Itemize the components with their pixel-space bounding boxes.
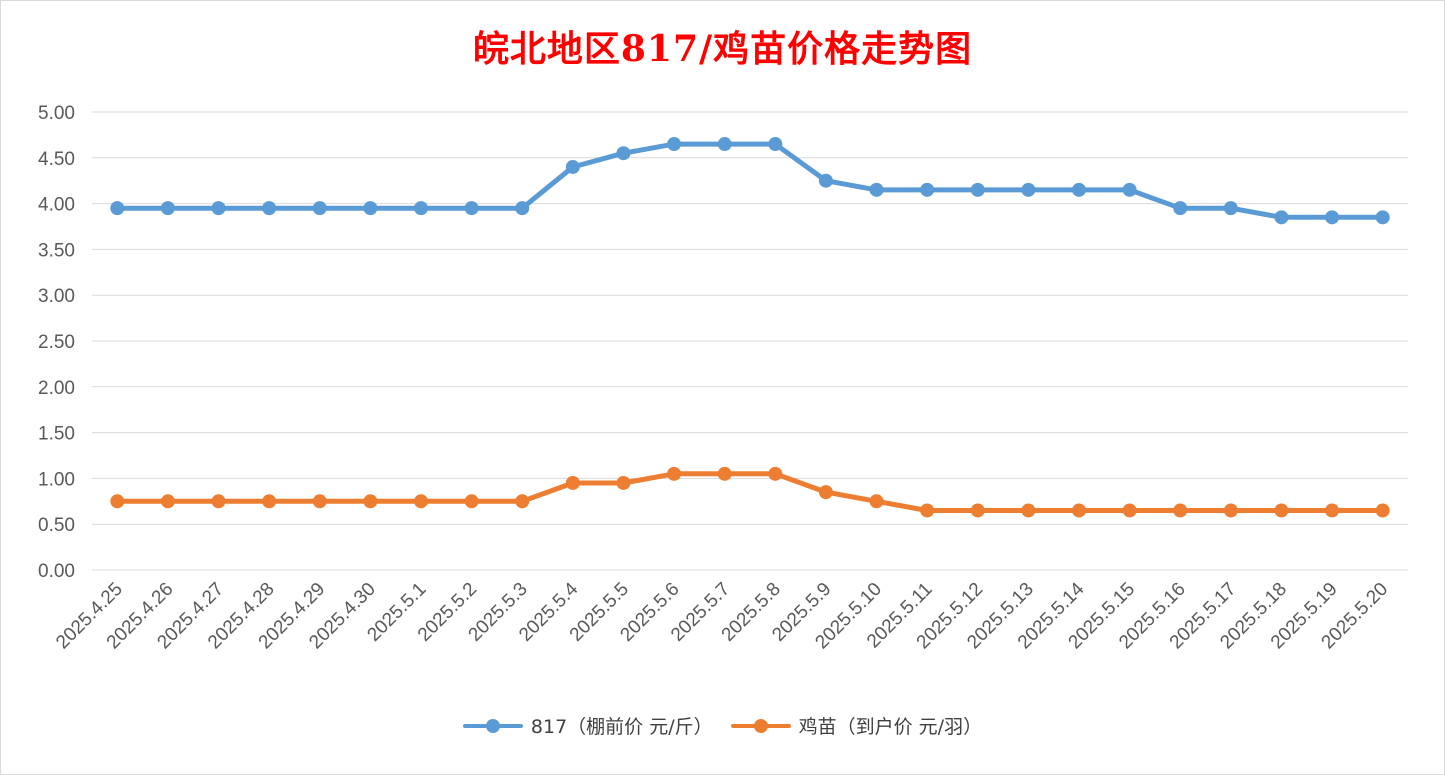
data-point-series-2 bbox=[970, 503, 985, 518]
y-tick-label: 0.00 bbox=[38, 561, 75, 582]
gridlines bbox=[92, 111, 1408, 571]
data-point-series-1 bbox=[717, 137, 732, 152]
data-point-series-2 bbox=[1021, 503, 1036, 518]
data-point-series-2 bbox=[667, 466, 682, 481]
data-point-series-1 bbox=[464, 201, 479, 216]
y-tick-label: 1.50 bbox=[38, 424, 75, 445]
legend-swatch-series-2 bbox=[730, 716, 791, 736]
data-point-series-2 bbox=[262, 494, 277, 509]
data-point-series-1 bbox=[1122, 182, 1137, 197]
x-axis-tick-labels: 2025.4.252025.4.262025.4.272025.4.282025… bbox=[52, 578, 1392, 653]
data-point-series-1 bbox=[515, 201, 530, 216]
data-point-series-2 bbox=[1375, 503, 1390, 518]
legend-item-series-2[interactable]: 鸡苗（到户价 元/羽） bbox=[730, 712, 983, 739]
data-point-series-2 bbox=[920, 503, 935, 518]
data-point-series-1 bbox=[110, 201, 125, 216]
data-point-series-2 bbox=[1325, 503, 1340, 518]
y-tick-label: 2.00 bbox=[38, 378, 75, 399]
data-point-series-2 bbox=[768, 466, 783, 481]
legend-label-series-2: 鸡苗（到户价 元/羽） bbox=[798, 716, 983, 738]
chart-title: 皖北地区817/鸡苗价格走势图 bbox=[472, 28, 973, 70]
data-point-series-1 bbox=[616, 146, 631, 161]
data-point-series-2 bbox=[1223, 503, 1238, 518]
data-point-series-1 bbox=[363, 201, 378, 216]
data-point-series-1 bbox=[312, 201, 327, 216]
data-point-series-1 bbox=[1274, 210, 1289, 225]
data-point-series-1 bbox=[262, 201, 277, 216]
data-point-series-1 bbox=[970, 182, 985, 197]
line-chart: 0.00 0.50 1.00 1.50 2.00 2.50 3.00 3.50 4.00 4.50… bbox=[38, 103, 1408, 653]
data-point-series-2 bbox=[717, 466, 732, 481]
data-point-series-2 bbox=[565, 475, 580, 490]
data-point-series-2 bbox=[1173, 503, 1188, 518]
y-tick-label: 2.50 bbox=[38, 332, 75, 353]
data-point-series-2 bbox=[869, 494, 884, 509]
data-point-series-2 bbox=[414, 494, 428, 509]
series-points bbox=[110, 137, 1390, 518]
y-tick-label: 3.00 bbox=[38, 286, 75, 307]
legend-label-series-1: 817（棚前价 元/斤） bbox=[530, 716, 713, 738]
data-point-series-1 bbox=[1375, 210, 1390, 225]
data-point-series-2 bbox=[1072, 503, 1086, 518]
data-point-series-1 bbox=[1223, 201, 1238, 216]
series-line-2 bbox=[114, 471, 1386, 513]
data-point-series-1 bbox=[1021, 182, 1036, 197]
data-point-series-1 bbox=[160, 201, 175, 216]
data-point-series-2 bbox=[363, 494, 378, 509]
data-point-series-2 bbox=[515, 494, 530, 509]
data-point-series-1 bbox=[920, 182, 935, 197]
legend-marker bbox=[485, 718, 500, 733]
y-axis-tick-labels: 0.00 0.50 1.00 1.50 2.00 2.50 3.00 3.50 4.00 4.50… bbox=[38, 103, 75, 582]
data-point-series-2 bbox=[464, 494, 479, 509]
data-point-series-1 bbox=[869, 182, 884, 197]
legend-swatch-series-1 bbox=[462, 716, 523, 736]
data-point-series-1 bbox=[768, 137, 783, 152]
data-point-series-2 bbox=[1122, 503, 1137, 518]
data-point-series-1 bbox=[211, 201, 226, 216]
series-lines bbox=[114, 141, 1386, 513]
series-line-1 bbox=[114, 141, 1386, 220]
y-tick-label: 4.50 bbox=[38, 149, 75, 170]
y-tick-label: 5.00 bbox=[38, 103, 75, 124]
data-point-series-2 bbox=[1274, 503, 1289, 518]
data-point-series-2 bbox=[312, 494, 327, 509]
data-point-series-1 bbox=[1072, 182, 1086, 197]
y-tick-label: 1.00 bbox=[38, 469, 75, 490]
data-point-series-2 bbox=[616, 475, 631, 490]
y-tick-label: 3.50 bbox=[38, 240, 75, 261]
data-point-series-1 bbox=[414, 201, 428, 216]
data-point-series-1 bbox=[667, 137, 682, 152]
data-point-series-2 bbox=[160, 494, 175, 509]
data-point-series-1 bbox=[1173, 201, 1188, 216]
data-point-series-1 bbox=[1325, 210, 1340, 225]
legend: 817（棚前价 元/斤） 鸡苗（到户价 元/羽） bbox=[0, 712, 1445, 739]
data-point-series-1 bbox=[818, 173, 833, 188]
data-point-series-2 bbox=[211, 494, 226, 509]
data-point-series-2 bbox=[818, 485, 833, 500]
y-tick-label: 4.00 bbox=[38, 195, 75, 216]
legend-item-series-1[interactable]: 817（棚前价 元/斤） bbox=[462, 712, 713, 739]
legend-marker bbox=[753, 718, 768, 733]
data-point-series-1 bbox=[565, 159, 580, 174]
data-point-series-2 bbox=[110, 494, 125, 509]
y-tick-label: 0.50 bbox=[38, 515, 75, 536]
